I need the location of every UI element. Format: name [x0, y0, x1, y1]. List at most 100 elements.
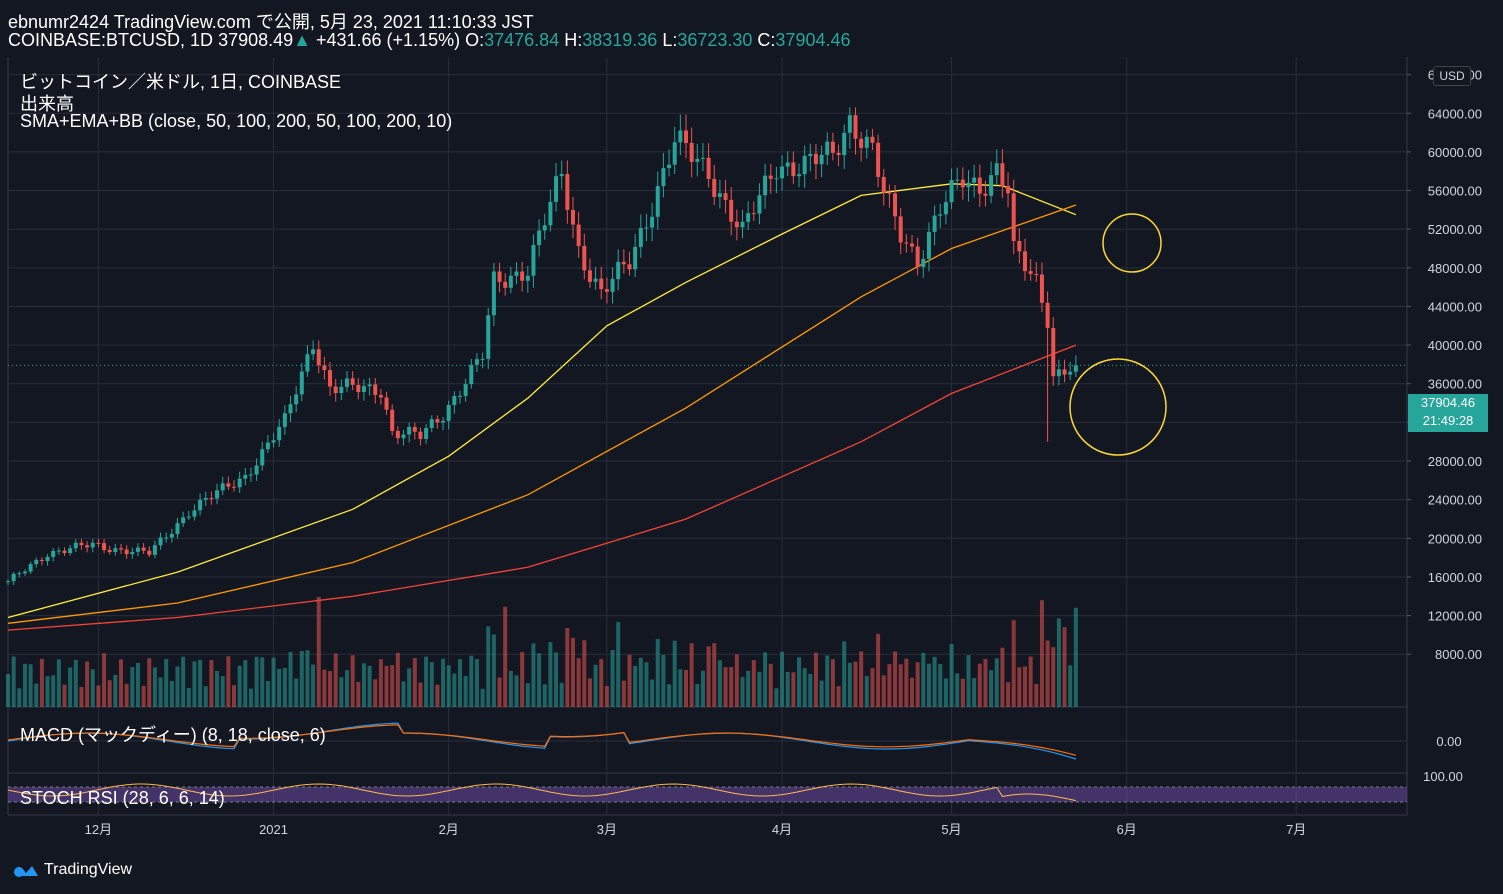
candle: [435, 415, 440, 429]
volume-bar: [463, 676, 468, 707]
price-change: +431.66 (+1.15%): [315, 30, 461, 50]
volume-bar: [678, 669, 683, 707]
annotation-circle-upper: [1102, 213, 1162, 273]
legend-ma[interactable]: SMA+EMA+BB (close, 50, 100, 200, 50, 100…: [20, 111, 453, 131]
candle: [830, 132, 835, 161]
volume-bar: [994, 658, 999, 707]
volume-bar: [661, 654, 666, 707]
candle: [367, 377, 372, 396]
volume-bar: [960, 678, 965, 707]
candle-body: [294, 394, 299, 405]
candle: [994, 149, 999, 185]
bar-countdown: 21:49:28: [1422, 413, 1474, 428]
candle: [559, 160, 564, 190]
volume-bar: [209, 660, 214, 707]
candle: [175, 517, 180, 539]
volume-bar: [587, 678, 592, 707]
candle-body: [661, 168, 666, 187]
candle: [723, 179, 728, 214]
candle-body: [797, 174, 801, 177]
volume-bar: [864, 676, 869, 707]
candle-body: [373, 384, 378, 395]
candle: [904, 234, 909, 253]
volume-bar: [294, 678, 299, 707]
volume-bar: [17, 688, 22, 707]
price-tick-label: 48000.00: [1428, 261, 1482, 276]
candle-body: [587, 270, 592, 282]
candle-body: [1017, 240, 1022, 252]
candle: [215, 483, 220, 505]
candle: [943, 191, 948, 225]
candle: [808, 143, 813, 172]
volume-bar: [655, 638, 660, 707]
candle-body: [474, 359, 479, 365]
candle-body: [96, 542, 101, 544]
candle-body: [282, 413, 287, 427]
volume-bar: [537, 653, 542, 707]
candle: [582, 233, 587, 280]
candle-body: [514, 271, 519, 276]
macd-label[interactable]: MACD (マックディー) (8, 18, close, 6): [20, 725, 326, 745]
candle: [198, 493, 203, 516]
candle-body: [232, 486, 236, 488]
stoch-rsi-label[interactable]: STOCH RSI (28, 6, 6, 14): [20, 788, 225, 808]
volume-bar: [712, 643, 717, 707]
candle-body: [881, 176, 886, 193]
volume-bar: [226, 656, 231, 707]
candle: [299, 362, 304, 402]
time-tick-label: 3月: [597, 822, 617, 837]
candle: [859, 131, 864, 162]
candle: [520, 261, 525, 292]
candle-body: [842, 132, 847, 155]
candle: [853, 107, 858, 155]
low-value: 36723.30: [677, 30, 753, 50]
candle-body: [463, 384, 468, 396]
candle: [390, 404, 395, 436]
volume-bar: [791, 672, 796, 707]
candle: [802, 145, 807, 188]
legend-volume[interactable]: 出来高: [20, 94, 74, 114]
candle: [237, 471, 242, 493]
candle: [446, 400, 451, 430]
candle: [328, 361, 333, 396]
volume-bar: [542, 684, 547, 707]
candle-body: [565, 174, 570, 210]
volume-bar: [1045, 640, 1050, 707]
candle: [757, 183, 762, 225]
ma-line-1: [7, 183, 1077, 619]
candle: [124, 545, 129, 559]
volume-bar: [333, 653, 338, 707]
candle-body: [299, 371, 304, 395]
candle: [22, 569, 27, 576]
candle: [17, 571, 22, 578]
candle-body: [248, 474, 253, 476]
volume-bar: [305, 650, 310, 707]
volume-bar: [401, 681, 406, 707]
candle-body: [1062, 369, 1067, 375]
volume-bar: [989, 670, 994, 707]
legend-title[interactable]: ビットコイン／米ドル, 1日, COINBASE: [20, 72, 342, 92]
volume-bar: [571, 637, 575, 707]
volume-bar: [339, 677, 344, 707]
candle: [429, 415, 434, 433]
volume-bar: [68, 667, 73, 707]
volume-bar: [282, 668, 287, 707]
candle: [508, 266, 513, 294]
current-price-value: 37904.46: [1420, 395, 1476, 410]
currency-badge[interactable]: USD: [1433, 66, 1471, 86]
volume-bar: [175, 666, 180, 707]
candle: [813, 144, 818, 180]
volume-bar: [198, 659, 203, 707]
candle-body: [780, 166, 785, 179]
candle-body: [706, 157, 711, 179]
candle-body: [864, 136, 869, 148]
candle: [774, 166, 779, 194]
tradingview-logo[interactable]: TradingView: [10, 860, 132, 880]
close-value: 37904.46: [775, 30, 851, 50]
candle-body: [893, 193, 898, 217]
candle: [141, 543, 146, 555]
candle: [384, 391, 389, 415]
candle: [689, 127, 694, 178]
candle: [277, 419, 282, 447]
